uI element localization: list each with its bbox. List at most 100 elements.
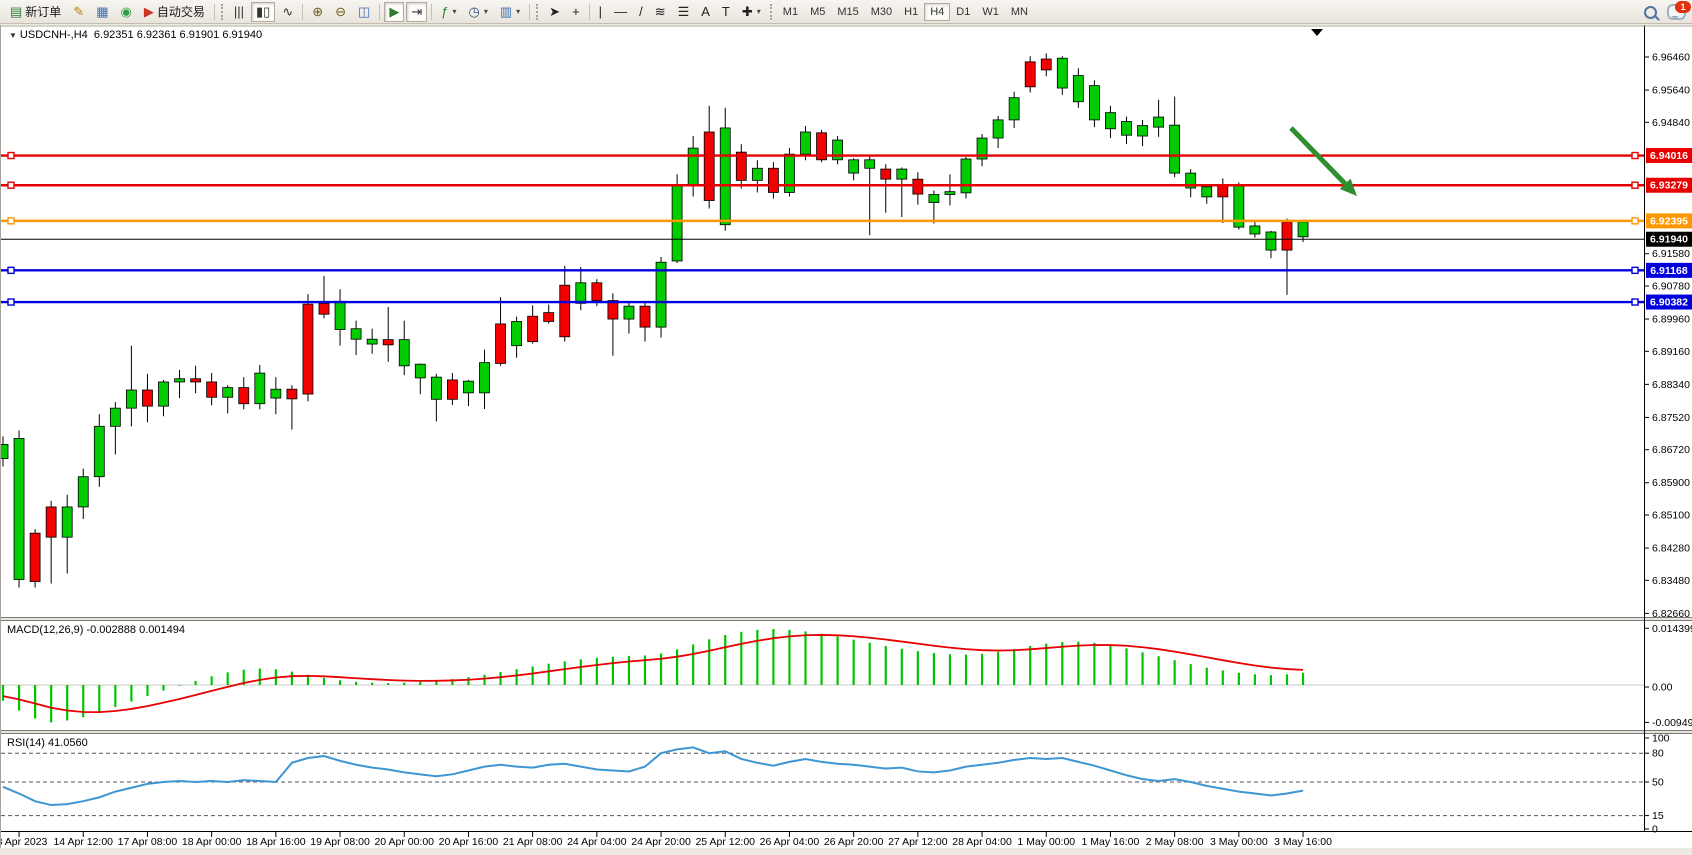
tile-windows-button[interactable]: ◫	[353, 2, 375, 22]
trendline-button[interactable]: /	[634, 2, 648, 22]
svg-text:24 Apr 20:00: 24 Apr 20:00	[631, 836, 691, 848]
svg-text:26 Apr 20:00: 26 Apr 20:00	[824, 836, 884, 848]
time-axis[interactable]: 13 Apr 2023 14 Apr 12:00 17 Apr 08:00 18 Ap…	[1, 832, 1332, 848]
svg-text:27 Apr 12:00: 27 Apr 12:00	[888, 836, 948, 848]
bars-icon: |||	[233, 4, 245, 19]
svg-text:6.89960: 6.89960	[1652, 314, 1690, 326]
linechart-icon: ∿	[282, 4, 294, 19]
periods-button[interactable]: ◷ ▾	[464, 2, 493, 22]
svg-text:6.87520: 6.87520	[1652, 412, 1690, 424]
svg-text:14 Apr 12:00: 14 Apr 12:00	[53, 836, 113, 848]
svg-text:6.91940: 6.91940	[1650, 234, 1688, 246]
chart-shift-marker	[1311, 29, 1323, 36]
cursor-icon: ➤	[549, 4, 561, 19]
zoom-out-button[interactable]: ⊖	[330, 2, 351, 22]
svg-text:2 May 08:00: 2 May 08:00	[1146, 836, 1204, 848]
svg-text:1 May 16:00: 1 May 16:00	[1082, 836, 1140, 848]
toolbar-grip[interactable]	[536, 3, 539, 20]
templates-icon: ▥	[499, 4, 513, 19]
svg-text:20 Apr 16:00: 20 Apr 16:00	[439, 836, 499, 848]
crosshair-button[interactable]: +	[567, 2, 585, 22]
svg-text:6.91580: 6.91580	[1652, 248, 1690, 260]
quill-button[interactable]: ✎	[68, 2, 89, 22]
svg-text:6.89160: 6.89160	[1652, 346, 1690, 358]
channel-icon: ≋	[654, 4, 666, 19]
cursor-button[interactable]: ➤	[544, 2, 565, 22]
bar-chart-mode-button[interactable]: |||	[229, 2, 249, 22]
svg-text:24 Apr 04:00: 24 Apr 04:00	[567, 836, 627, 848]
tline-icon: /	[639, 4, 643, 19]
tab-timeframe-W1[interactable]: W1	[976, 3, 1005, 21]
publish-chart-button[interactable]: ▦	[91, 2, 113, 22]
toolbar-separator	[588, 3, 590, 20]
equidistant-channel-button[interactable]: ≋	[650, 2, 671, 22]
rsi-label: RSI(14) 41.0560	[7, 737, 88, 749]
zoom-in-button[interactable]: ⊕	[307, 2, 328, 22]
svg-text:6.86720: 6.86720	[1652, 444, 1690, 456]
svg-text:6.90780: 6.90780	[1652, 280, 1690, 292]
templates-button[interactable]: ▥ ▾	[495, 2, 525, 22]
tab-timeframe-MN[interactable]: MN	[1005, 3, 1034, 21]
auto-trading-button[interactable]: ▶ 自动交易	[139, 2, 210, 22]
new-order-button[interactable]: ▤ 新订单	[5, 2, 66, 22]
chevron-down-icon: ▾	[756, 7, 761, 16]
svg-text:21 Apr 08:00: 21 Apr 08:00	[503, 836, 563, 848]
chart-cloud-icon: ▦	[96, 4, 109, 19]
svg-text:25 Apr 12:00: 25 Apr 12:00	[695, 836, 755, 848]
horizontal-line-button[interactable]: —	[609, 2, 632, 22]
chevron-down-icon: ▾	[483, 7, 488, 16]
chevron-down-icon: ▾	[452, 7, 457, 16]
svg-text:6.85100: 6.85100	[1652, 509, 1690, 521]
notifications-icon[interactable]: 1	[1667, 1, 1691, 20]
svg-text:6.83480: 6.83480	[1652, 575, 1690, 587]
svg-text:0: 0	[1652, 824, 1658, 836]
text-label-button[interactable]: T	[717, 2, 735, 22]
svg-text:15: 15	[1652, 810, 1664, 822]
toolbar-grip[interactable]	[220, 3, 223, 20]
arrows-button[interactable]: ✚ ▾	[737, 2, 766, 22]
chart-shift-button[interactable]: ⇥	[406, 1, 428, 22]
svg-text:17 Apr 08:00: 17 Apr 08:00	[118, 836, 178, 848]
symbol-dropdown-icon[interactable]: ▼	[9, 31, 17, 40]
tab-timeframe-H4[interactable]: H4	[924, 2, 951, 21]
tab-timeframe-M5[interactable]: M5	[804, 3, 831, 21]
tab-timeframe-D1[interactable]: D1	[950, 3, 976, 21]
candles-layer	[1, 53, 1309, 588]
candles-icon: ▮▯	[256, 4, 271, 19]
tab-timeframe-H1[interactable]: H1	[898, 3, 924, 21]
autoscroll-icon: ▶	[389, 4, 400, 19]
new-order-label: 新订单	[25, 5, 62, 19]
tab-timeframe-M1[interactable]: M1	[777, 3, 804, 21]
tab-timeframe-M15[interactable]: M15	[831, 3, 864, 21]
annotation-arrow[interactable]	[1289, 126, 1357, 196]
tile-icon: ◫	[358, 4, 371, 19]
search-icon[interactable]	[1644, 5, 1657, 19]
auto-scroll-button[interactable]: ▶	[384, 1, 405, 22]
svg-text:26 Apr 04:00: 26 Apr 04:00	[760, 836, 820, 848]
candlestick-mode-button[interactable]: ▮▯	[251, 1, 276, 22]
svg-text:6.92395: 6.92395	[1650, 215, 1688, 227]
svg-text:1 May 00:00: 1 May 00:00	[1017, 836, 1075, 848]
svg-text:6.94840: 6.94840	[1652, 117, 1690, 129]
notification-badge: 1	[1675, 1, 1691, 13]
price-chart[interactable]: 6.96460 6.95640 6.94840 6.91580 6.90780 6.899…	[1, 25, 1692, 848]
community-button[interactable]: ◉	[116, 2, 137, 22]
tab-timeframe-M30[interactable]: M30	[865, 3, 898, 21]
autotrade-icon: ▶	[143, 4, 154, 19]
fibonacci-retracement-button[interactable]: ☰	[673, 2, 695, 22]
price-axis[interactable]: 6.96460 6.95640 6.94840 6.91580 6.90780 6.899…	[1644, 51, 1692, 836]
svg-text:19 Apr 08:00: 19 Apr 08:00	[310, 836, 370, 848]
shift-icon: ⇥	[411, 4, 423, 19]
svg-text:0.014399: 0.014399	[1652, 623, 1692, 635]
text-button[interactable]: A	[696, 2, 715, 22]
vertical-line-button[interactable]: |	[594, 2, 607, 22]
line-chart-mode-button[interactable]: ∿	[277, 2, 298, 22]
indicators-button[interactable]: ƒ ▾	[436, 2, 461, 22]
toolbar-separator	[529, 3, 531, 20]
chart-ohlc-values: 6.92351 6.92361 6.91901 6.91940	[93, 29, 263, 41]
zoom-in-icon: ⊕	[312, 4, 324, 19]
toolbar-separator	[302, 3, 304, 20]
toolbar-grip[interactable]	[769, 3, 772, 20]
rsi-panel	[1, 746, 1644, 817]
